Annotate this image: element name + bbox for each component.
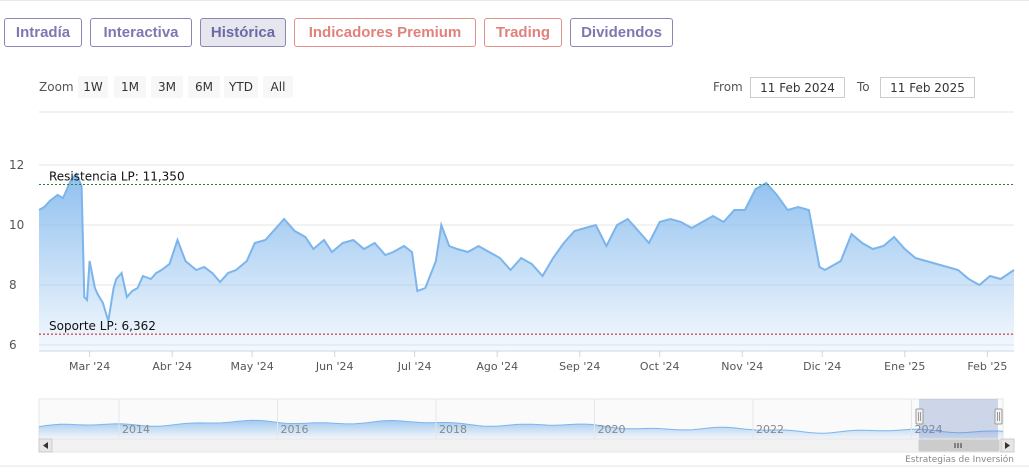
zoom-1m-button[interactable]: 1M	[114, 76, 146, 98]
tab-trading[interactable]: Trading	[484, 18, 562, 47]
zoom-1w-button[interactable]: 1W	[78, 76, 108, 98]
tab-historica[interactable]: Histórica	[200, 18, 286, 47]
y-tick-label: 12	[9, 158, 24, 172]
top-border	[0, 0, 1029, 1]
scrollbar-thumb[interactable]	[918, 439, 1000, 452]
navigator-year-label: 2014	[122, 423, 150, 436]
x-tick-label: May '24	[230, 360, 273, 373]
zoom-all-button[interactable]: All	[263, 76, 293, 98]
x-tick-label: Sep '24	[559, 360, 600, 373]
tab-indicadores-premium[interactable]: Indicadores Premium	[294, 18, 476, 47]
to-date-input[interactable]: 11 Feb 2025	[880, 77, 975, 98]
x-tick-label: Feb '25	[967, 360, 1007, 373]
x-tick-label: Abr '24	[152, 360, 192, 373]
navigator-year-label: 2018	[439, 423, 467, 436]
support-label: Soporte LP: 6,362	[49, 319, 156, 333]
series-line	[38, 172, 1015, 322]
x-tick-label: Ago '24	[476, 360, 518, 373]
navigator-right-handle[interactable]	[994, 408, 1003, 425]
scrollbar-track[interactable]	[38, 438, 1015, 453]
tab-interactiva[interactable]: Interactiva	[90, 18, 192, 47]
tab-intradia[interactable]: Intradía	[4, 18, 82, 47]
x-tick-label: Jun '24	[315, 360, 354, 373]
navigator-year-label: 2022	[756, 423, 784, 436]
x-tick-label: Oct '24	[640, 360, 680, 373]
navigator-line	[38, 419, 1004, 434]
navigator-year-label: 2020	[598, 423, 626, 436]
navigator-frame	[38, 398, 1004, 440]
scroll-left-arrow-icon	[43, 442, 48, 449]
scrollbar-left-button[interactable]	[38, 438, 53, 453]
to-label: To	[857, 80, 870, 94]
scroll-right-arrow-icon	[1005, 442, 1010, 449]
navigator-year-label: 2016	[281, 423, 309, 436]
y-tick-label: 6	[9, 338, 17, 352]
y-tick-label: 8	[9, 278, 17, 292]
tab-dividendos[interactable]: Dividendos	[570, 18, 673, 47]
from-label: From	[713, 80, 743, 94]
y-tick-label: 10	[9, 218, 24, 232]
zoom-label: Zoom	[39, 80, 74, 94]
navigator-year-label: 2024	[915, 423, 943, 436]
navigator-area	[39, 420, 1003, 439]
x-tick-label: Ene '25	[884, 360, 925, 373]
series-area	[39, 174, 1014, 351]
chart-credit: Estrategias de Inversión	[905, 455, 1014, 465]
x-tick-label: Mar '24	[69, 360, 110, 373]
x-tick-label: Jul '24	[397, 360, 432, 373]
from-date-input[interactable]: 11 Feb 2024	[750, 77, 845, 98]
zoom-6m-button[interactable]: 6M	[188, 76, 220, 98]
x-tick-label: Nov '24	[721, 360, 763, 373]
zoom-3m-button[interactable]: 3M	[151, 76, 183, 98]
navigator-selection	[919, 399, 998, 439]
resistance-label: Resistencia LP: 11,350	[49, 170, 185, 184]
x-tick-label: Dic '24	[803, 360, 841, 373]
scrollbar-right-button[interactable]	[1000, 438, 1015, 453]
zoom-ytd-button[interactable]: YTD	[224, 76, 258, 98]
navigator-left-handle[interactable]	[915, 408, 924, 425]
